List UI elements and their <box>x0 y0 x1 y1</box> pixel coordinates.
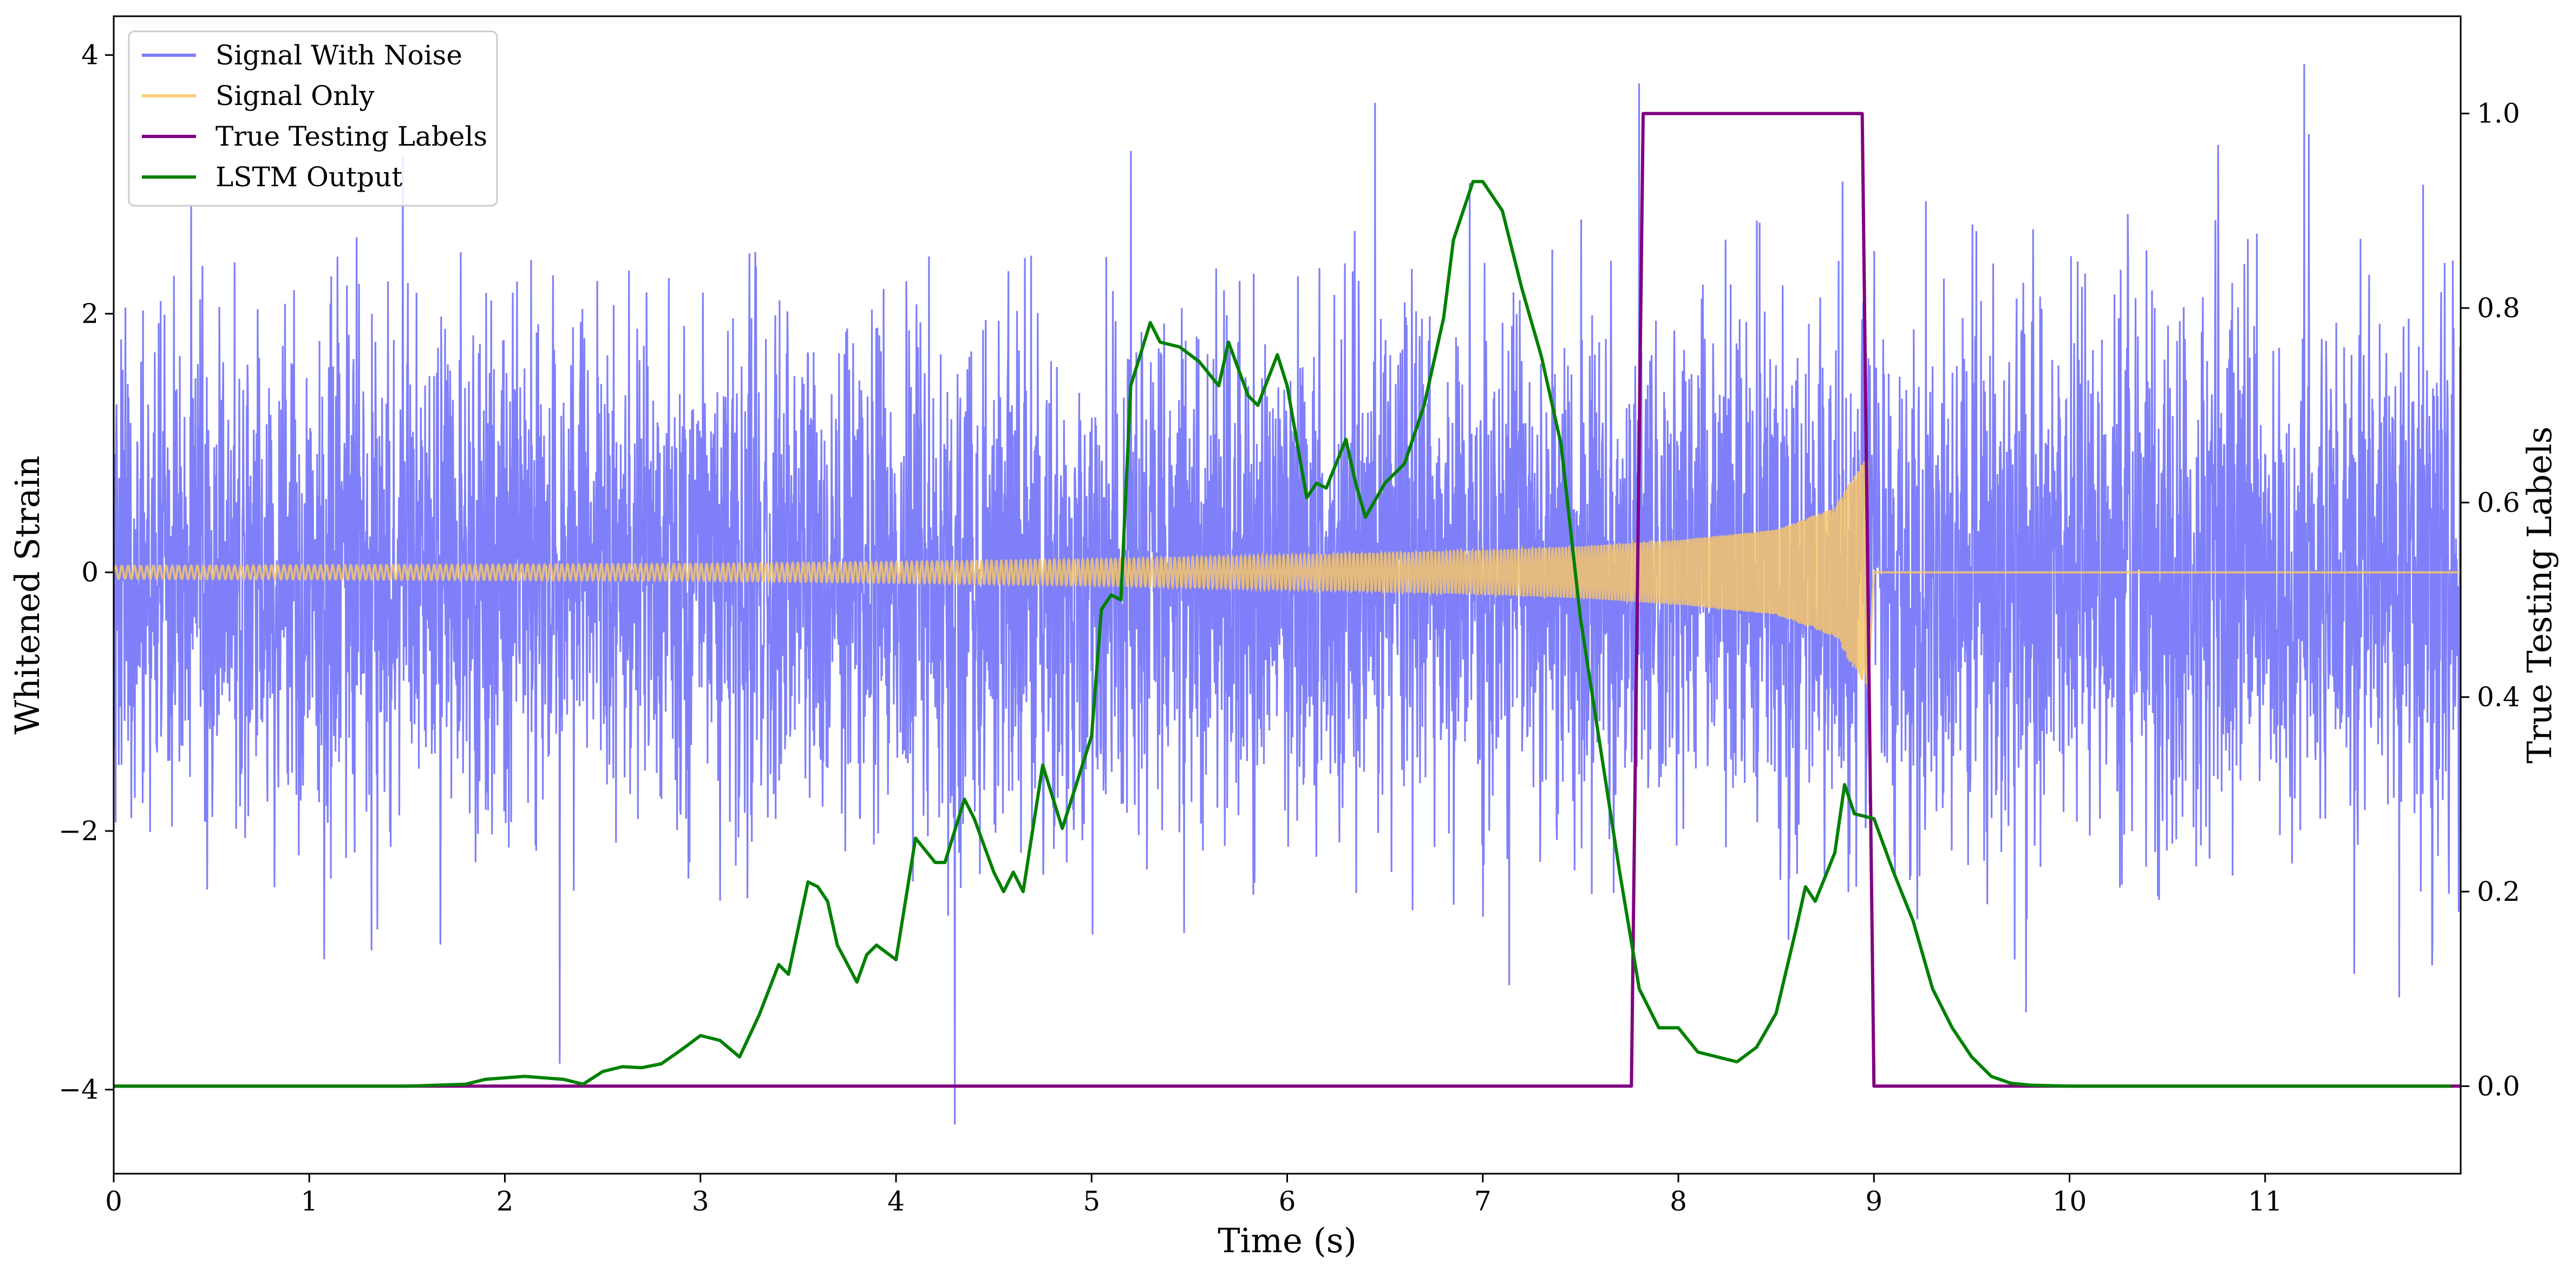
y-left-tick-label: −2 <box>58 815 99 847</box>
y-left-tick-label: 4 <box>81 40 99 71</box>
x-tick-label: 4 <box>887 1186 905 1217</box>
y-right-tick-label: 0.6 <box>2477 487 2520 518</box>
y-right-tick-label: 0.4 <box>2477 682 2520 713</box>
y-right-tick-label: 0.2 <box>2477 876 2520 907</box>
y-right-tick-label: 0.8 <box>2477 292 2520 324</box>
legend-label-signal-only: Signal Only <box>215 80 375 112</box>
y-left-tick-label: 0 <box>81 557 99 588</box>
series-lstm-output <box>114 180 2451 1088</box>
axes-layer: 0 1 2 3 4 5 6 7 8 9 10 11 −4 −2 0 2 4 0.0 0.2 0.4 0.6 0.8 1.0 <box>58 15 2520 1217</box>
x-tick-label: 6 <box>1279 1186 1296 1217</box>
series-signal-with-noise <box>114 64 2461 1125</box>
x-tick-label: 5 <box>1083 1186 1100 1217</box>
y-axis-right-label: True Testing Labels <box>2520 427 2559 764</box>
series-true-testing-labels <box>114 112 2461 1088</box>
x-tick-label: 10 <box>2052 1186 2087 1217</box>
x-tick-label: 11 <box>2248 1186 2283 1217</box>
legend-label-true-testing-labels: True Testing Labels <box>215 121 487 152</box>
legend-box <box>128 30 498 207</box>
series-signal-only <box>114 460 2461 692</box>
x-tick-label: 9 <box>1865 1186 1882 1217</box>
x-tick-label: 0 <box>105 1186 122 1217</box>
x-tick-label: 8 <box>1670 1186 1687 1217</box>
series-layer <box>114 64 2461 1125</box>
plot-area <box>114 64 2461 1125</box>
x-tick-label: 1 <box>300 1186 318 1217</box>
legend-label-signal-with-noise: Signal With Noise <box>215 40 462 71</box>
x-tick-label: 7 <box>1474 1186 1492 1217</box>
x-tick-label: 2 <box>496 1186 514 1217</box>
y-left-tick-label: 2 <box>81 298 99 329</box>
y-left-tick-label: −4 <box>58 1074 99 1105</box>
legend: Signal With Noise Signal Only True Testing… <box>128 30 498 207</box>
y-right-tick-label: 1.0 <box>2477 98 2520 129</box>
legend-label-lstm-output: LSTM Output <box>215 161 402 193</box>
x-tick-label: 3 <box>692 1186 709 1217</box>
y-right-tick-label: 0.0 <box>2477 1070 2520 1102</box>
x-axis-label: Time (s) <box>1218 1221 1357 1260</box>
y-axis-left-label: Whitened Strain <box>8 456 47 735</box>
